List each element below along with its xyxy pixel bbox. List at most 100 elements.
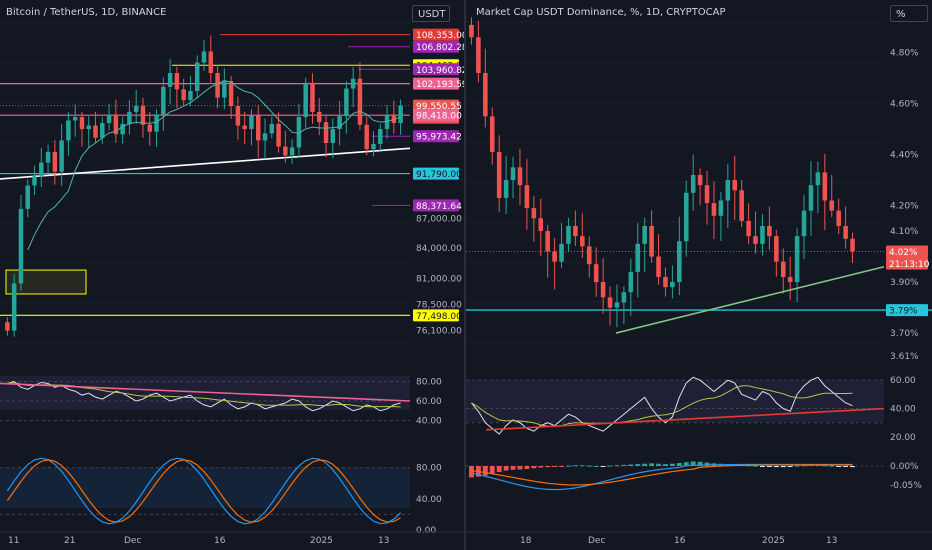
usdt-y-tick: 4.60%	[890, 100, 919, 110]
btc-candle	[296, 117, 302, 148]
btc-candle	[106, 114, 112, 124]
usdt-macd-hist-bar	[469, 466, 474, 478]
usdt-macd-hist-bar	[690, 461, 696, 466]
usdt-macd-hist-bar	[579, 465, 585, 467]
btc-candle	[174, 73, 180, 90]
btc-candle	[161, 86, 166, 115]
usdt-y-tick: 4.20%	[890, 202, 919, 212]
usdt-candle	[725, 180, 731, 201]
usdt-macd-hist-bar	[683, 462, 689, 466]
usdt-macd-hist-bar	[753, 465, 758, 467]
usdt-x-tick: 18	[520, 536, 532, 546]
btc-chart-svg[interactable]: 87,000.00 84,000.00 81,000.00 78,500.00 76,1…	[0, 0, 464, 550]
btc-price-tag: 95,973.42	[416, 133, 462, 143]
usdt-macd-hist-bar	[704, 462, 710, 466]
btc-candle	[228, 81, 234, 107]
usdt-rsi-tick: 20.00	[890, 433, 916, 443]
usdt-macd-hist-bar	[600, 466, 606, 467]
btc-candle	[45, 151, 51, 163]
btc-candle	[350, 78, 356, 89]
btc-candle	[147, 124, 152, 132]
usdt-candle	[746, 220, 751, 237]
btc-stoch-k-line	[6, 457, 402, 525]
usdt-candle	[787, 276, 793, 283]
usdt-candle	[711, 203, 717, 216]
btc-candle	[364, 124, 369, 150]
usdt-macd-hist-bar	[531, 466, 537, 469]
btc-candle	[154, 114, 159, 132]
btc-chart-title: Bitcoin / TetherUS, 1D, BINANCE	[6, 7, 167, 18]
btc-candle	[93, 125, 98, 138]
btc-candle	[5, 322, 10, 331]
btc-candle	[303, 82, 308, 118]
usdt-macd-hist-bar	[663, 464, 668, 466]
usdt-macd-hist-bar	[766, 466, 772, 467]
btc-x-tick: 21	[64, 536, 75, 546]
btc-yellow-zone	[5, 269, 87, 295]
usdt-candle	[469, 24, 474, 38]
btc-candle	[133, 106, 139, 112]
usdt-macd-hist-bar	[586, 465, 592, 467]
usdt-candle	[593, 264, 599, 283]
btc-candle	[59, 140, 64, 172]
usdt-macd-hist-bar	[552, 466, 558, 467]
usdt-macd-hist-bar	[649, 463, 655, 466]
btc-moving-average	[27, 79, 401, 251]
usdt-candle	[559, 243, 564, 262]
usdt-macd-hist-bar	[621, 464, 627, 466]
btc-price-tag-bg	[413, 309, 459, 322]
usdt-chart-svg[interactable]: 4.80% 4.60% 4.40% 4.20% 4.10% 3.90% 3.70% 3.61%…	[466, 0, 932, 550]
btc-y-tick: 84,000.00	[416, 244, 462, 254]
usdt-candle	[663, 276, 668, 288]
usdt-candle	[732, 180, 738, 191]
btc-price-tag-bg	[413, 63, 459, 76]
usdt-candle	[822, 172, 828, 201]
btc-candle	[100, 123, 105, 138]
usdt-candle	[600, 282, 606, 298]
usdt-y-tick: 4.40%	[890, 151, 919, 161]
usdt-price-tag-bg	[886, 257, 928, 270]
usdt-macd-hist-bar	[566, 465, 571, 467]
usdt-macd-hist-bar	[697, 461, 703, 466]
btc-candle	[18, 208, 24, 284]
usdt-macd-tick: 0.00%	[890, 462, 919, 472]
usdt-macd-hist-bar	[614, 465, 620, 467]
btc-candle	[235, 106, 241, 126]
btc-candle	[371, 143, 376, 150]
usdt-macd-hist-bar	[503, 466, 509, 471]
btc-x-tick: Dec	[124, 536, 141, 546]
btc-candle	[140, 106, 146, 125]
btc-candle	[344, 88, 349, 117]
usdt-x-tick: 13	[826, 536, 837, 546]
btc-candle	[283, 146, 288, 156]
btc-price-tag-bg	[413, 28, 459, 41]
btc-stoch-band	[0, 468, 410, 508]
usdt-candle	[850, 238, 855, 252]
usdt-candle	[538, 218, 544, 232]
btc-candle	[32, 176, 37, 186]
usdt-candle	[704, 185, 710, 204]
usdt-candle	[531, 208, 537, 219]
btc-candle	[269, 123, 275, 134]
btc-candle	[242, 125, 247, 130]
btc-candle	[86, 125, 91, 130]
btc-y-tick: 76,100.00	[416, 327, 462, 337]
usdt-candle	[614, 302, 620, 308]
usdt-macd-hist-bar	[773, 466, 779, 468]
btc-candle	[52, 151, 58, 172]
btc-candle	[72, 117, 78, 121]
btc-candle	[208, 51, 214, 74]
usdt-price-tag-bg	[886, 245, 928, 258]
usdt-macd-hist-bar	[635, 464, 641, 466]
usdt-candle	[718, 200, 724, 216]
usdt-candle	[580, 236, 585, 247]
usdt-candle	[808, 185, 814, 211]
usdt-candle	[767, 225, 772, 237]
btc-chart-panel[interactable]: 87,000.00 84,000.00 81,000.00 78,500.00 76,1…	[0, 0, 464, 550]
panel-divider	[464, 0, 466, 550]
btc-unit-selector[interactable]: USDT	[412, 5, 450, 22]
btc-candle	[127, 111, 132, 124]
usdt-dominance-chart-panel[interactable]: 4.80% 4.60% 4.40% 4.20% 4.10% 3.90% 3.70% 3.61%…	[466, 0, 932, 550]
usdt-unit-selector[interactable]: %	[890, 5, 928, 22]
usdt-candle	[690, 174, 696, 193]
